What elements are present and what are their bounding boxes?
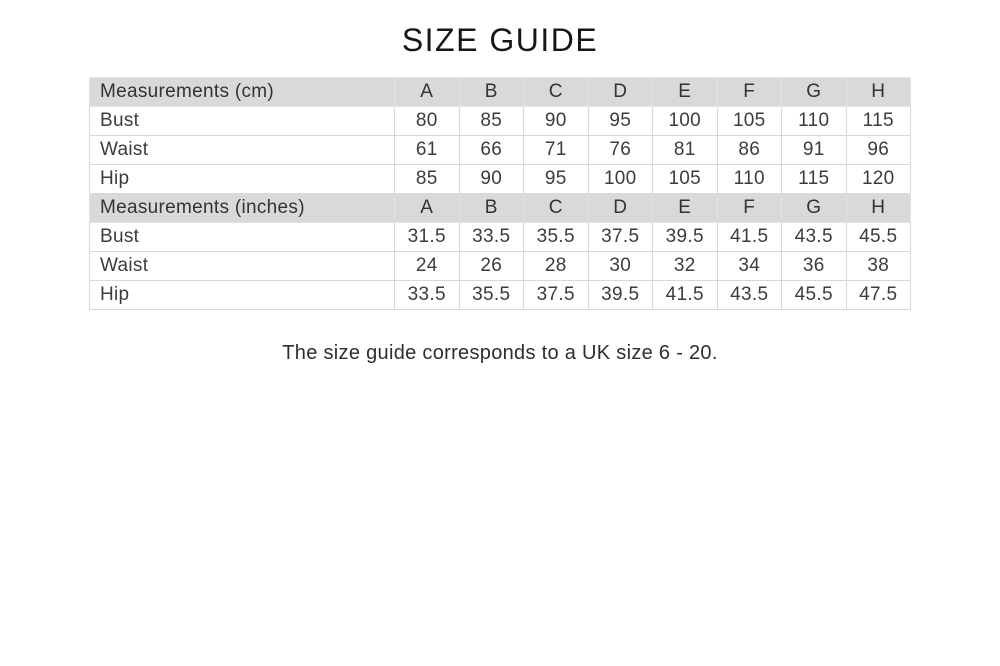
- cell-waist-in-a: 24: [394, 251, 460, 281]
- size-guide-table: Measurements (cm) A B C D E F G H Bust 8…: [89, 77, 911, 310]
- cell-waist-cm-e: 81: [652, 135, 718, 165]
- cell-hip-cm-d: 100: [587, 164, 653, 194]
- cell-bust-cm-e: 100: [652, 106, 718, 136]
- cell-bust-in-a: 31.5: [394, 222, 460, 252]
- cell-hip-cm-c: 95: [523, 164, 589, 194]
- cell-hip-cm-a: 85: [394, 164, 460, 194]
- section-header-row-inches: Measurements (inches) A B C D E F G H: [89, 193, 911, 223]
- row-label-waist-cm: Waist: [89, 135, 395, 165]
- size-column-header-c: C: [523, 193, 589, 223]
- cell-bust-in-g: 43.5: [781, 222, 847, 252]
- size-column-header-b: B: [458, 77, 524, 107]
- size-column-header-g: G: [781, 193, 847, 223]
- cell-waist-cm-f: 86: [716, 135, 782, 165]
- size-column-header-g: G: [781, 77, 847, 107]
- cell-bust-in-f: 41.5: [716, 222, 782, 252]
- cell-hip-in-h: 47.5: [845, 280, 911, 310]
- size-column-header-b: B: [458, 193, 524, 223]
- cell-hip-in-g: 45.5: [781, 280, 847, 310]
- size-column-header-e: E: [652, 77, 718, 107]
- table-row-hip-cm: Hip 85 90 95 100 105 110 115 120: [89, 164, 911, 194]
- cell-bust-in-e: 39.5: [652, 222, 718, 252]
- size-column-header-a: A: [394, 77, 460, 107]
- section-header-inches: Measurements (inches): [89, 193, 395, 223]
- cell-waist-in-c: 28: [523, 251, 589, 281]
- cell-waist-in-b: 26: [458, 251, 524, 281]
- cell-bust-cm-b: 85: [458, 106, 524, 136]
- cell-hip-in-f: 43.5: [716, 280, 782, 310]
- cell-waist-cm-c: 71: [523, 135, 589, 165]
- size-column-header-h: H: [845, 193, 911, 223]
- size-column-header-e: E: [652, 193, 718, 223]
- size-column-header-f: F: [716, 77, 782, 107]
- section-header-row-cm: Measurements (cm) A B C D E F G H: [89, 77, 911, 107]
- uk-size-note: The size guide corresponds to a UK size …: [282, 342, 718, 364]
- cell-waist-cm-b: 66: [458, 135, 524, 165]
- table-row-waist-inches: Waist 24 26 28 30 32 34 36 38: [89, 251, 911, 281]
- cell-bust-cm-f: 105: [716, 106, 782, 136]
- size-column-header-d: D: [587, 193, 653, 223]
- cell-hip-cm-g: 115: [781, 164, 847, 194]
- cell-waist-in-g: 36: [781, 251, 847, 281]
- cell-bust-in-c: 35.5: [523, 222, 589, 252]
- cell-waist-in-d: 30: [587, 251, 653, 281]
- table-row-hip-inches: Hip 33.5 35.5 37.5 39.5 41.5 43.5 45.5 4…: [89, 280, 911, 310]
- cell-hip-cm-e: 105: [652, 164, 718, 194]
- row-label-hip-inches: Hip: [89, 280, 395, 310]
- cell-bust-cm-g: 110: [781, 106, 847, 136]
- row-label-hip-cm: Hip: [89, 164, 395, 194]
- table-row-bust-inches: Bust 31.5 33.5 35.5 37.5 39.5 41.5 43.5 …: [89, 222, 911, 252]
- cell-hip-in-a: 33.5: [394, 280, 460, 310]
- cell-hip-cm-f: 110: [716, 164, 782, 194]
- size-column-header-d: D: [587, 77, 653, 107]
- cell-bust-in-b: 33.5: [458, 222, 524, 252]
- page-title: SIZE GUIDE: [401, 22, 599, 58]
- cell-bust-in-h: 45.5: [845, 222, 911, 252]
- cell-hip-in-c: 37.5: [523, 280, 589, 310]
- cell-bust-cm-a: 80: [394, 106, 460, 136]
- cell-waist-in-f: 34: [716, 251, 782, 281]
- cell-hip-in-e: 41.5: [652, 280, 718, 310]
- row-label-bust-cm: Bust: [89, 106, 395, 136]
- size-column-header-c: C: [523, 77, 589, 107]
- size-column-header-f: F: [716, 193, 782, 223]
- cell-bust-cm-h: 115: [845, 106, 911, 136]
- cell-bust-in-d: 37.5: [587, 222, 653, 252]
- cell-bust-cm-d: 95: [587, 106, 653, 136]
- cell-waist-in-h: 38: [845, 251, 911, 281]
- cell-hip-in-d: 39.5: [587, 280, 653, 310]
- row-label-bust-inches: Bust: [89, 222, 395, 252]
- cell-waist-cm-h: 96: [845, 135, 911, 165]
- size-column-header-a: A: [394, 193, 460, 223]
- size-column-header-h: H: [845, 77, 911, 107]
- table-row-waist-cm: Waist 61 66 71 76 81 86 91 96: [89, 135, 911, 165]
- section-header-cm: Measurements (cm): [89, 77, 395, 107]
- cell-bust-cm-c: 90: [523, 106, 589, 136]
- row-label-waist-inches: Waist: [89, 251, 395, 281]
- table-row-bust-cm: Bust 80 85 90 95 100 105 110 115: [89, 106, 911, 136]
- cell-waist-cm-d: 76: [587, 135, 653, 165]
- cell-waist-in-e: 32: [652, 251, 718, 281]
- cell-hip-cm-b: 90: [458, 164, 524, 194]
- cell-waist-cm-a: 61: [394, 135, 460, 165]
- cell-hip-in-b: 35.5: [458, 280, 524, 310]
- cell-hip-cm-h: 120: [845, 164, 911, 194]
- cell-waist-cm-g: 91: [781, 135, 847, 165]
